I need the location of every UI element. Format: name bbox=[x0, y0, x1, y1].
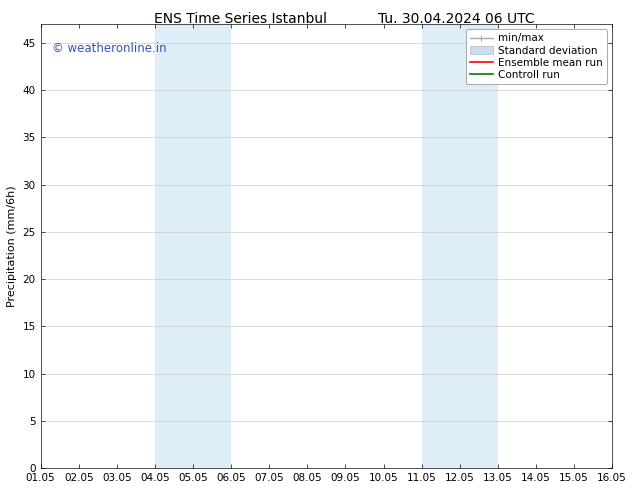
Bar bbox=[155, 24, 231, 468]
Text: ENS Time Series Istanbul: ENS Time Series Istanbul bbox=[155, 12, 327, 26]
Text: © weatheronline.in: © weatheronline.in bbox=[52, 42, 167, 55]
Legend: min/max, Standard deviation, Ensemble mean run, Controll run: min/max, Standard deviation, Ensemble me… bbox=[466, 29, 607, 84]
Y-axis label: Precipitation (mm/6h): Precipitation (mm/6h) bbox=[7, 185, 17, 307]
Bar bbox=[422, 24, 498, 468]
Text: Tu. 30.04.2024 06 UTC: Tu. 30.04.2024 06 UTC bbox=[378, 12, 535, 26]
